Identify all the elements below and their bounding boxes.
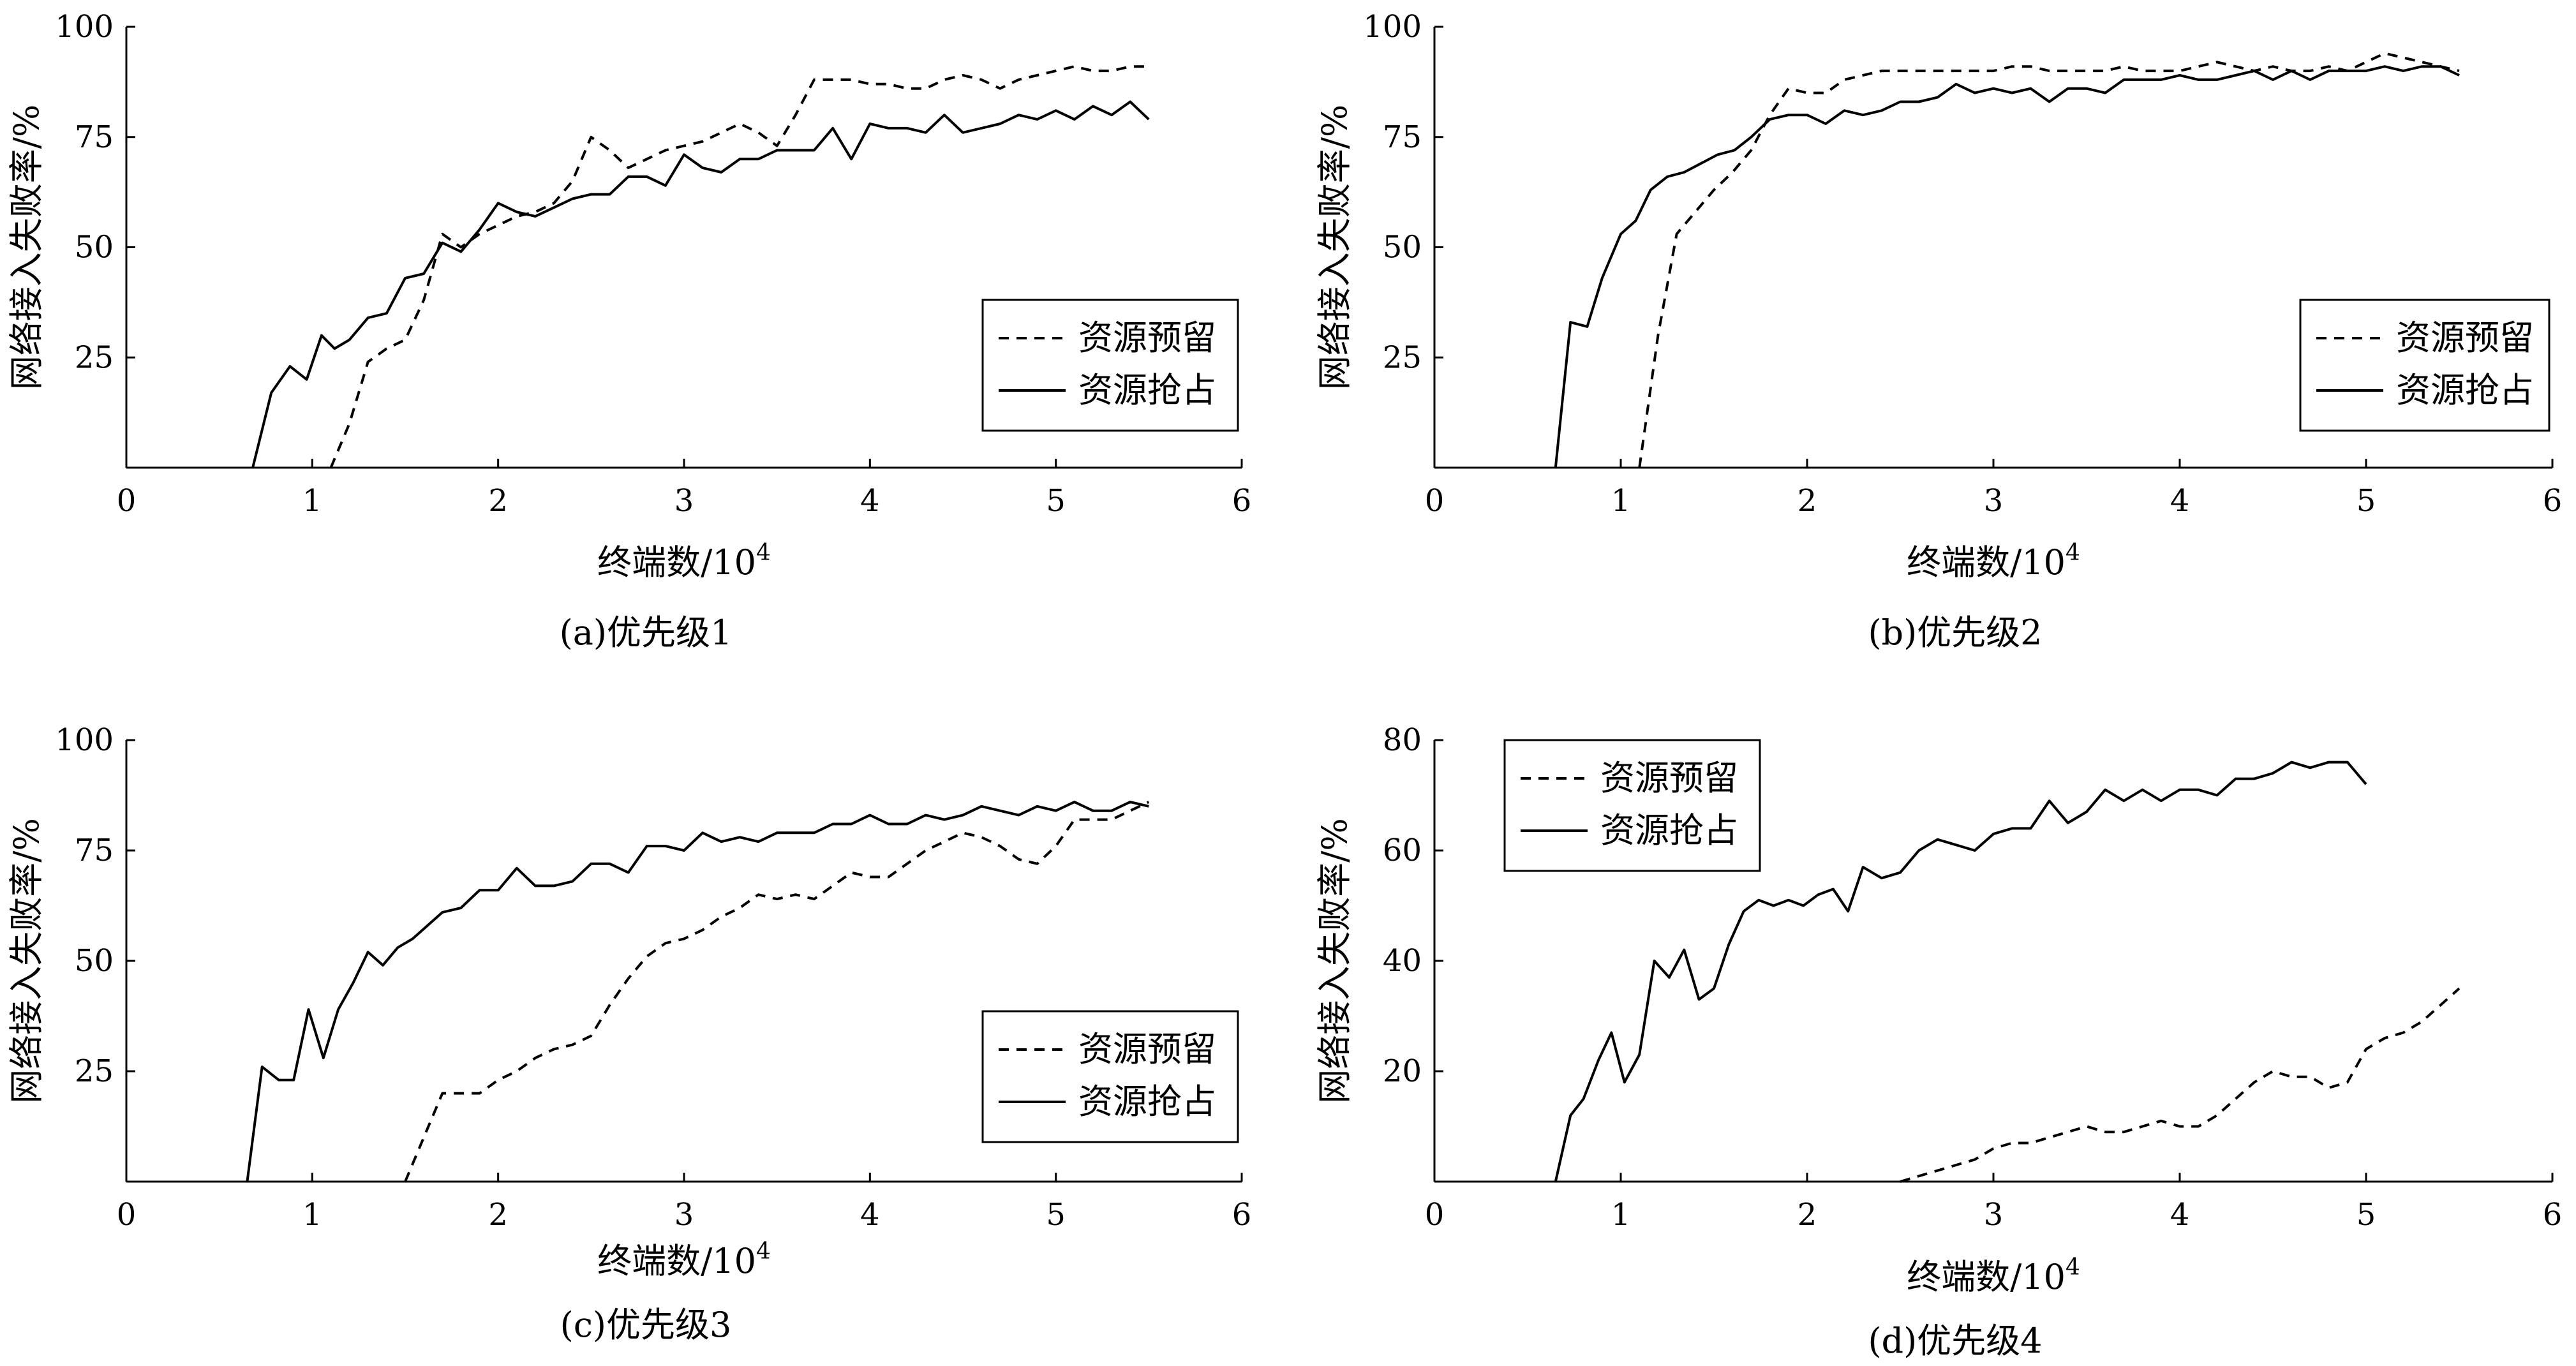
y-axis-label: 网络接入失败率/% [6, 105, 47, 390]
y-tick-label: 50 [75, 230, 114, 265]
y-tick-label: 25 [75, 1053, 114, 1089]
y-tick-label: 75 [1383, 119, 1422, 155]
series-line-reservation [404, 801, 1150, 1182]
y-tick-label: 100 [55, 722, 114, 758]
x-axis-label: 终端数/104 [1907, 540, 2080, 583]
legend-label: 资源预留 [1600, 758, 1738, 798]
x-axis-label: 终端数/104 [597, 540, 771, 583]
x-tick-label: 2 [1798, 483, 1817, 519]
panel-caption: (a)优先级1 [560, 612, 733, 653]
x-tick-label: 2 [1798, 1197, 1817, 1233]
x-axis-label: 终端数/104 [1907, 1254, 2080, 1297]
chart-panel-c: 0 1 2 3 4 5 6 25 50 75 100 终端数/104 网络接入失败率/% (c)优先级3 资… [6, 722, 1251, 1345]
x-tick-label: 5 [1046, 1197, 1066, 1233]
legend-label: 资源预留 [2396, 318, 2534, 358]
legend-label: 资源抢占 [1078, 370, 1216, 410]
x-tick-label: 6 [1232, 1197, 1252, 1233]
legend-box [2299, 299, 2550, 432]
y-tick-label: 60 [1383, 833, 1422, 868]
series-line-reservation [1638, 52, 2460, 468]
x-tick-label: 0 [117, 1197, 137, 1233]
series-line-preemption [1554, 65, 2460, 468]
x-tick-label: 4 [2170, 483, 2190, 519]
y-tick-label: 80 [1383, 722, 1422, 758]
legend-label: 资源抢占 [1600, 810, 1738, 850]
legend-box [1503, 739, 1761, 872]
x-tick-label: 1 [1611, 1197, 1631, 1233]
series-line-preemption [246, 800, 1149, 1182]
chart-panel-b: 0 1 2 3 4 5 6 25 50 75 100 终端数/104 网络接入失败率/% (b)优先级2 资… [1314, 9, 2562, 653]
legend-box [981, 299, 1239, 432]
x-tick-label: 0 [1425, 483, 1445, 519]
x-tick-label: 1 [302, 483, 322, 519]
y-tick-label: 75 [75, 833, 114, 868]
legend-label: 资源抢占 [2396, 370, 2534, 410]
legend-label: 资源预留 [1078, 1029, 1216, 1069]
y-axis-label: 网络接入失败率/% [1314, 818, 1355, 1104]
x-tick-label: 6 [2543, 1197, 2563, 1233]
y-tick-label: 50 [1383, 230, 1422, 265]
x-tick-label: 3 [674, 1197, 694, 1233]
chart-panel-a: 0 1 2 3 4 5 6 25 50 75 100 终端数/104 网络接入失败率/% (a)优先级1 资… [6, 9, 1251, 653]
panel-caption: (c)优先级3 [560, 1305, 732, 1345]
y-tick-label: 50 [75, 943, 114, 979]
y-axis-label: 网络接入失败率/% [6, 818, 47, 1104]
series-line-preemption [251, 100, 1150, 468]
x-tick-label: 6 [2543, 483, 2563, 519]
panel-caption: (d)优先级4 [1868, 1321, 2042, 1361]
y-tick-label: 40 [1383, 943, 1422, 979]
series-line-preemption [1554, 761, 2367, 1182]
y-axis-label: 网络接入失败率/% [1314, 105, 1355, 390]
legend-label: 资源抢占 [1078, 1081, 1216, 1122]
x-tick-label: 2 [488, 1197, 508, 1233]
y-tick-label: 20 [1383, 1053, 1422, 1089]
series-line-reservation [329, 65, 1149, 468]
legend-box [981, 1010, 1239, 1143]
legend-label: 资源预留 [1078, 318, 1216, 358]
x-tick-label: 3 [1984, 1197, 2004, 1233]
x-tick-label: 3 [674, 483, 694, 519]
x-tick-label: 5 [2356, 1197, 2376, 1233]
x-tick-label: 6 [1232, 483, 1252, 519]
series-line-reservation [1900, 987, 2461, 1183]
chart-panel-d: 0 1 2 3 4 5 6 20 40 60 80 终端数/104 网络接入失败率/% (d)优先级4 资源… [1314, 722, 2562, 1361]
x-tick-label: 1 [302, 1197, 322, 1233]
panel-caption: (b)优先级2 [1868, 612, 2042, 653]
x-tick-label: 4 [860, 1197, 880, 1233]
x-axis-label: 终端数/104 [597, 1238, 771, 1281]
x-tick-label: 1 [1611, 483, 1631, 519]
y-tick-label: 25 [75, 339, 114, 375]
y-tick-label: 100 [1363, 9, 1422, 45]
x-tick-label: 5 [2356, 483, 2376, 519]
x-tick-label: 4 [860, 483, 880, 519]
x-tick-label: 4 [2170, 1197, 2190, 1233]
x-tick-label: 5 [1046, 483, 1066, 519]
y-tick-label: 100 [55, 9, 114, 45]
x-tick-label: 0 [1425, 1197, 1445, 1233]
x-tick-label: 3 [1984, 483, 2004, 519]
y-tick-label: 25 [1383, 339, 1422, 375]
y-tick-label: 75 [75, 119, 114, 155]
x-tick-label: 0 [117, 483, 137, 519]
x-tick-label: 2 [488, 483, 508, 519]
